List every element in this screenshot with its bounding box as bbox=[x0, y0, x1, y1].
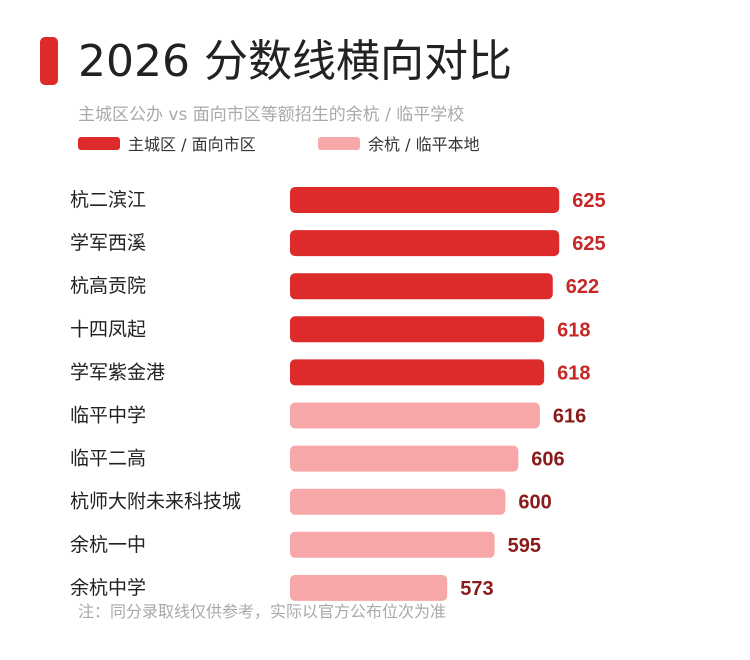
category-label: 余杭一中 bbox=[70, 534, 146, 556]
category-label: 余杭中学 bbox=[70, 577, 146, 599]
category-label: 十四凤起 bbox=[70, 318, 146, 340]
value-label: 606 bbox=[531, 449, 564, 471]
category-label: 杭高贡院 bbox=[70, 275, 146, 297]
bar-main bbox=[290, 230, 560, 257]
category-label: 杭二滨江 bbox=[70, 189, 146, 211]
value-label: 618 bbox=[557, 362, 590, 384]
bar-main bbox=[290, 359, 545, 386]
legend-swatch-main bbox=[78, 136, 120, 150]
bar-main bbox=[290, 273, 553, 300]
value-label: 595 bbox=[508, 535, 541, 557]
legend-label-local: 余杭 / 临平本地 bbox=[368, 135, 480, 154]
category-label: 杭师大附未来科技城 bbox=[70, 491, 241, 513]
category-label: 学军紫金港 bbox=[70, 361, 165, 383]
title-accent-bar bbox=[40, 37, 58, 85]
legend-item-local: 余杭 / 临平本地 bbox=[318, 131, 480, 155]
value-label: 625 bbox=[572, 233, 605, 255]
bar-local bbox=[290, 488, 506, 515]
category-label: 学军西溪 bbox=[70, 232, 146, 254]
bar-main bbox=[290, 187, 560, 213]
legend-label-main: 主城区 / 面向市区 bbox=[128, 135, 256, 154]
value-label: 573 bbox=[460, 578, 493, 600]
legend-item-main: 主城区 / 面向市区 bbox=[78, 131, 256, 155]
category-label: 临平中学 bbox=[70, 405, 146, 427]
value-label: 616 bbox=[553, 406, 586, 428]
value-label: 600 bbox=[518, 492, 551, 514]
category-label: 临平二高 bbox=[70, 448, 146, 470]
value-label: 622 bbox=[566, 276, 599, 298]
bar-local bbox=[290, 531, 495, 558]
bar-local bbox=[290, 445, 519, 472]
bar-main bbox=[290, 316, 545, 343]
bar-local bbox=[290, 402, 540, 429]
bar-local bbox=[290, 574, 448, 601]
legend-swatch-local bbox=[318, 136, 360, 150]
footnote: 注：同分录取线仅供参考，实际以官方公布位次为准 bbox=[78, 602, 447, 621]
page-title: 2026 分数线横向对比 bbox=[78, 36, 512, 87]
page-subtitle: 主城区公办 vs 面向市区等额招生的余杭 / 临平学校 bbox=[78, 105, 465, 125]
value-label: 625 bbox=[572, 190, 605, 212]
value-label: 618 bbox=[557, 319, 590, 341]
